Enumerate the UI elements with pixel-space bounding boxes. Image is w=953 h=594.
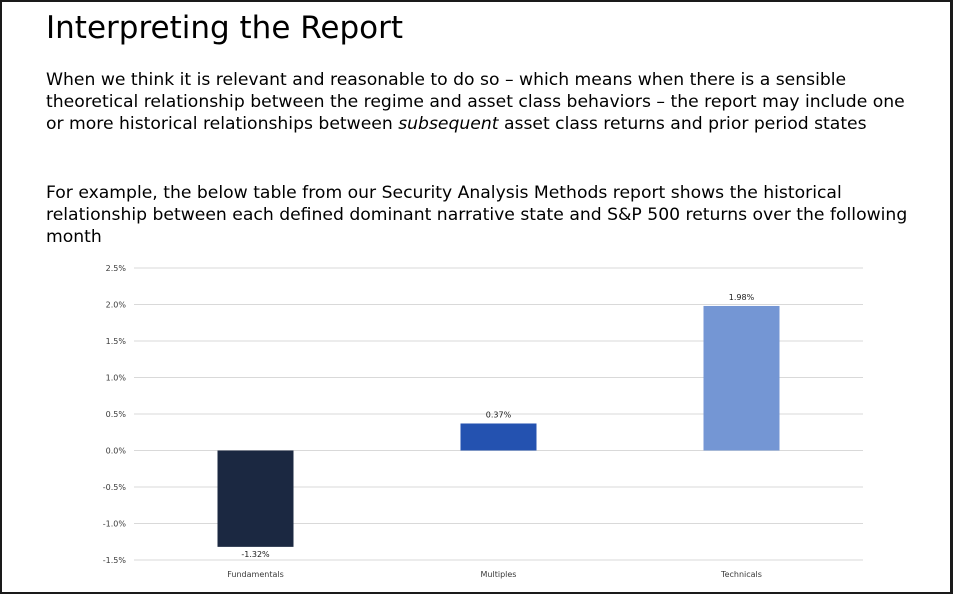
y-tick-label: 2.0%: [106, 301, 127, 310]
slide-title: Interpreting the Report: [46, 10, 404, 46]
intro-paragraph-tail: asset class returns and prior period sta…: [498, 114, 867, 134]
bar-fundamentals: [217, 450, 294, 547]
bar-multiples: [460, 423, 537, 451]
data-label: 1.98%: [729, 293, 755, 302]
bar-technicals: [703, 305, 780, 451]
x-category-label: Multiples: [481, 570, 517, 579]
y-tick-label: 0.5%: [106, 410, 127, 419]
data-label: 0.37%: [486, 410, 512, 419]
example-paragraph: For example, the below table from our Se…: [46, 183, 908, 247]
y-tick-label: 0.0%: [106, 447, 127, 456]
x-category-label: Fundamentals: [227, 570, 284, 579]
y-tick-label: 2.5%: [106, 264, 127, 273]
bars: [217, 305, 780, 547]
y-tick-label: 1.0%: [106, 374, 127, 383]
data-label: -1.32%: [241, 550, 270, 559]
y-tick-label: -1.5%: [103, 556, 127, 565]
y-tick-label: -0.5%: [103, 483, 127, 492]
intro-paragraph-text: When we think it is relevant and reasona…: [46, 70, 905, 134]
bar-chart: 2.5% 2.0% 1.5% 1.0% 0.5% 0.0% -0.5% -1.0% -1.5% -…: [103, 264, 863, 579]
intro-paragraph: When we think it is relevant and reasona…: [46, 69, 926, 135]
y-tick-label: 1.5%: [106, 337, 127, 346]
y-tick-label: -1.0%: [103, 520, 127, 529]
labels: 2.5% 2.0% 1.5% 1.0% 0.5% 0.0% -0.5% -1.0% -1.5% -…: [103, 264, 762, 579]
intro-paragraph-emphasis: subsequent: [398, 114, 499, 134]
x-category-label: Technicals: [720, 570, 762, 579]
